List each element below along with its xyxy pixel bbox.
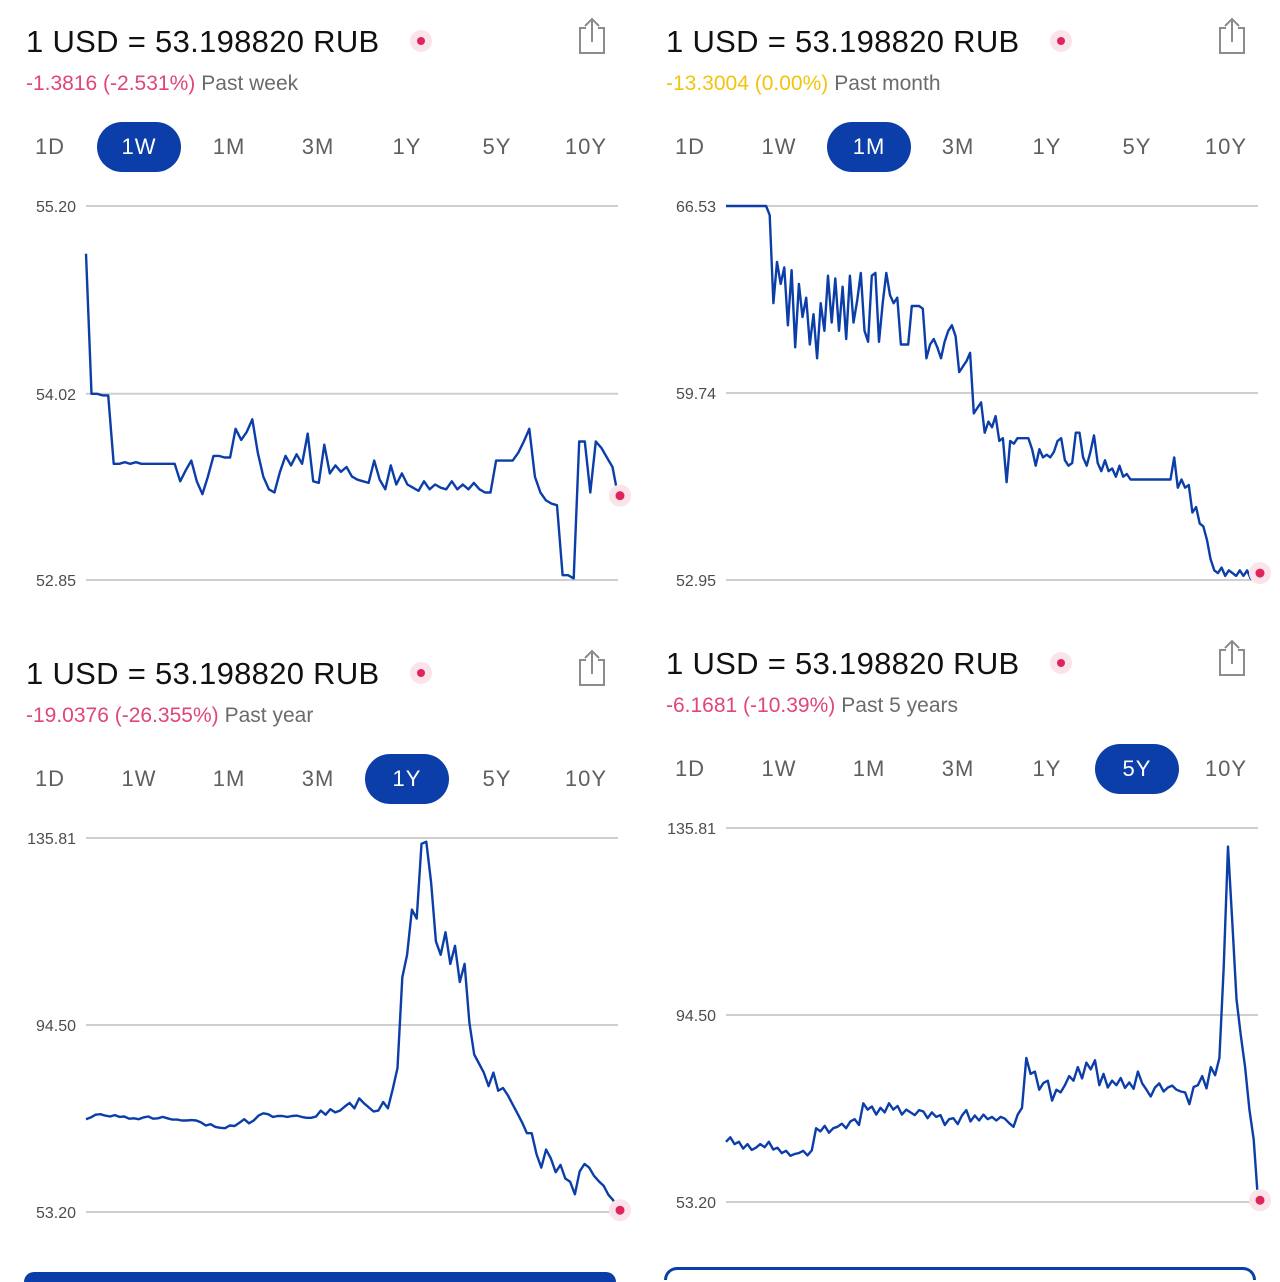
tab-3m[interactable]: 3M bbox=[301, 134, 335, 159]
series-line bbox=[725, 845, 1260, 1201]
gridlines bbox=[726, 205, 1258, 581]
y-tick-label: 53.20 bbox=[36, 1205, 76, 1222]
tab-1d[interactable]: 1D bbox=[674, 134, 706, 159]
period-label: Past year bbox=[224, 704, 314, 727]
change-summary: -13.3004 (0.00%) Past month bbox=[666, 72, 941, 96]
live-dot-icon bbox=[410, 662, 432, 684]
tab-10y[interactable]: 10Y bbox=[1204, 134, 1248, 159]
tab-1w[interactable]: 1W bbox=[97, 122, 181, 172]
rate-title: 1 USD = 53.198820 RUB bbox=[666, 24, 1020, 59]
gridlines bbox=[86, 205, 618, 581]
rate-title: 1 USD = 53.198820 RUB bbox=[26, 24, 380, 59]
change-summary: -1.3816 (-2.531%) Past week bbox=[26, 72, 298, 96]
tab-5y[interactable]: 5Y bbox=[482, 134, 512, 159]
tab-1w[interactable]: 1W bbox=[121, 766, 157, 791]
rate-title: 1 USD = 53.198820 RUB bbox=[666, 646, 1020, 681]
period-label: Past month bbox=[834, 72, 941, 95]
share-icon[interactable] bbox=[575, 16, 609, 56]
change-value: -13.3004 (0.00%) bbox=[666, 72, 829, 95]
series-line bbox=[726, 204, 1258, 580]
range-tabs: 1D 1W 1M 3M 1Y 5Y 10Y bbox=[648, 744, 1272, 794]
y-tick-label: 66.53 bbox=[676, 199, 716, 216]
gridlines bbox=[726, 827, 1258, 1203]
chart-panel-1y: 1 USD = 53.198820 RUB -19.0376 (-26.355%… bbox=[0, 632, 640, 1282]
tab-5y[interactable]: 5Y bbox=[1095, 744, 1179, 794]
current-point bbox=[1255, 568, 1265, 578]
range-tabs: 1D 1W 1M 3M 1Y 5Y 10Y bbox=[648, 122, 1272, 172]
tab-5y[interactable]: 5Y bbox=[482, 766, 512, 791]
gridlines bbox=[86, 837, 618, 1213]
y-tick-label: 94.50 bbox=[676, 1008, 716, 1025]
tab-10y[interactable]: 10Y bbox=[564, 134, 608, 159]
line-chart: 135.81 94.50 53.20 bbox=[667, 821, 1271, 1212]
y-tick-label: 55.20 bbox=[36, 199, 76, 216]
tab-1m[interactable]: 1M bbox=[212, 134, 246, 159]
y-tick-label: 135.81 bbox=[27, 831, 76, 848]
share-icon[interactable] bbox=[575, 648, 609, 688]
series-line bbox=[84, 253, 620, 580]
change-summary: -6.1681 (-10.39%) Past 5 years bbox=[666, 694, 958, 718]
range-tabs: 1D 1W 1M 3M 1Y 5Y 10Y bbox=[8, 754, 632, 804]
change-summary: -19.0376 (-26.355%) Past year bbox=[26, 704, 313, 728]
live-dot-icon bbox=[1050, 652, 1072, 674]
chart-panel-5y: 1 USD = 53.198820 RUB -6.1681 (-10.39%) P… bbox=[640, 622, 1280, 1280]
rate-title: 1 USD = 53.198820 RUB bbox=[26, 656, 380, 691]
line-chart: 135.81 94.50 53.20 bbox=[27, 831, 631, 1222]
action-button[interactable] bbox=[664, 1267, 1256, 1280]
tab-1y[interactable]: 1Y bbox=[1032, 134, 1062, 159]
range-tabs: 1D 1W 1M 3M 1Y 5Y 10Y bbox=[8, 122, 632, 172]
tab-1d[interactable]: 1D bbox=[34, 766, 66, 791]
tab-1m[interactable]: 1M bbox=[212, 766, 246, 791]
y-tick-label: 53.20 bbox=[676, 1195, 716, 1212]
line-chart: 55.20 54.02 52.85 bbox=[36, 199, 631, 590]
tab-1y[interactable]: 1Y bbox=[392, 134, 422, 159]
tab-1y[interactable]: 1Y bbox=[365, 754, 449, 804]
change-value: -1.3816 (-2.531%) bbox=[26, 72, 196, 95]
change-value: -6.1681 (-10.39%) bbox=[666, 694, 836, 717]
live-dot-icon bbox=[410, 30, 432, 52]
tab-1d[interactable]: 1D bbox=[34, 134, 66, 159]
tab-1d[interactable]: 1D bbox=[674, 756, 706, 781]
tab-1m[interactable]: 1M bbox=[827, 122, 911, 172]
tab-1y[interactable]: 1Y bbox=[1032, 756, 1062, 781]
y-tick-label: 59.74 bbox=[676, 386, 716, 403]
series-line bbox=[85, 840, 620, 1211]
current-point bbox=[615, 491, 625, 501]
tab-3m[interactable]: 3M bbox=[941, 756, 975, 781]
tab-3m[interactable]: 3M bbox=[941, 134, 975, 159]
chart-panel-1m: 1 USD = 53.198820 RUB -13.3004 (0.00%) Pa… bbox=[640, 0, 1280, 640]
y-tick-label: 52.85 bbox=[36, 573, 76, 590]
y-tick-label: 52.95 bbox=[676, 573, 716, 590]
chart-panel-1w: 1 USD = 53.198820 RUB -1.3816 (-2.531%) P… bbox=[0, 0, 640, 640]
y-tick-label: 94.50 bbox=[36, 1018, 76, 1035]
current-point bbox=[615, 1205, 625, 1215]
current-point bbox=[1255, 1195, 1265, 1205]
tab-3m[interactable]: 3M bbox=[301, 766, 335, 791]
share-icon[interactable] bbox=[1215, 16, 1249, 56]
tab-10y[interactable]: 10Y bbox=[1204, 756, 1248, 781]
live-dot-icon bbox=[1050, 30, 1072, 52]
period-label: Past 5 years bbox=[841, 694, 958, 717]
action-button[interactable] bbox=[24, 1272, 616, 1282]
share-icon[interactable] bbox=[1215, 638, 1249, 678]
tab-1m[interactable]: 1M bbox=[852, 756, 886, 781]
tab-1w[interactable]: 1W bbox=[761, 134, 797, 159]
change-value: -19.0376 (-26.355%) bbox=[26, 704, 219, 727]
line-chart: 66.53 59.74 52.95 bbox=[676, 199, 1271, 590]
tab-1w[interactable]: 1W bbox=[761, 756, 797, 781]
period-label: Past week bbox=[201, 72, 299, 95]
tab-5y[interactable]: 5Y bbox=[1122, 134, 1152, 159]
y-tick-label: 54.02 bbox=[36, 387, 76, 404]
tab-10y[interactable]: 10Y bbox=[564, 766, 608, 791]
y-tick-label: 135.81 bbox=[667, 821, 716, 838]
